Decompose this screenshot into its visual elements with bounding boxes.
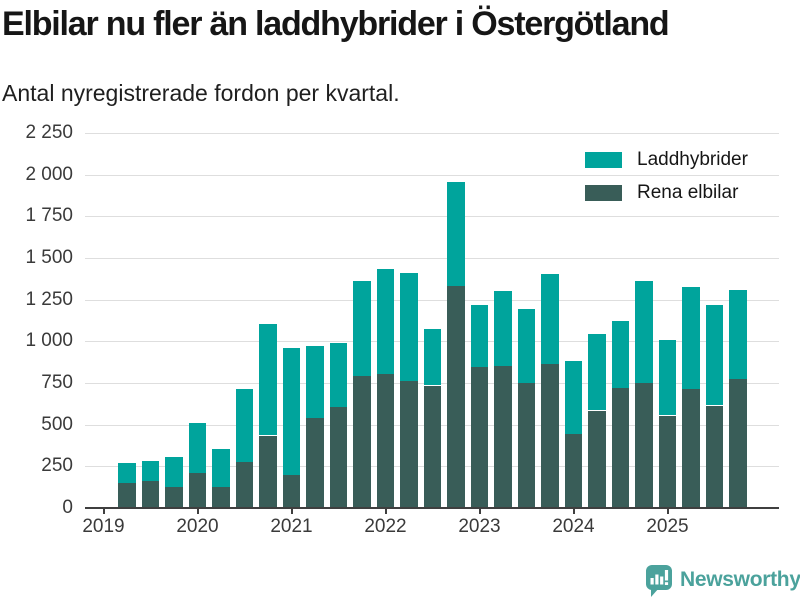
- bar-segment-rena-elbilar: [635, 383, 653, 508]
- gridline: [85, 299, 779, 301]
- y-axis-tick-label: 250: [41, 455, 73, 477]
- x-axis-tick: [666, 509, 669, 514]
- bar-segment-rena-elbilar: [400, 381, 418, 508]
- x-axis-year-label: 2020: [176, 516, 219, 537]
- bar-segment-laddhybrider: [517, 308, 536, 383]
- x-axis-tick: [196, 509, 199, 514]
- gridline: [85, 216, 779, 218]
- bar-segment-laddhybrider: [564, 361, 583, 434]
- x-axis-tick: [572, 509, 575, 514]
- bar-segment-laddhybrider: [447, 182, 465, 287]
- bar-segment-laddhybrider: [329, 343, 348, 408]
- newsworthy-logo-icon: [646, 565, 672, 597]
- y-axis-tick-label: 1 000: [25, 330, 73, 352]
- x-axis-year-label: 2022: [364, 516, 407, 537]
- bar-segment-laddhybrider: [611, 321, 630, 388]
- y-axis-tick-label: 750: [41, 372, 73, 393]
- x-axis-tick: [290, 509, 293, 514]
- legend-label-laddhybrider: Laddhybrider: [637, 149, 748, 170]
- bar-segment-rena-elbilar: [212, 487, 230, 508]
- y-axis-tick-label: 2 000: [25, 163, 73, 185]
- bar-segment-laddhybrider: [658, 339, 677, 416]
- chart-title: Elbilar nu fler än laddhybrider i Österg…: [2, 5, 670, 43]
- bar-segment-rena-elbilar: [329, 407, 348, 508]
- bar-segment-rena-elbilar: [729, 378, 747, 508]
- bar-segment-rena-elbilar: [306, 418, 324, 508]
- bar-segment-rena-elbilar: [564, 433, 583, 508]
- bar-segment-rena-elbilar: [188, 473, 207, 508]
- y-axis-tick-label: 500: [41, 413, 73, 435]
- bar-segment-laddhybrider: [705, 304, 724, 406]
- bar-segment-laddhybrider: [141, 460, 160, 482]
- brand-name: Newsworthy: [680, 568, 800, 591]
- bar-segment-rena-elbilar: [611, 388, 630, 508]
- bar-segment-rena-elbilar: [141, 481, 160, 508]
- legend-item-rena-elbilar: Rena elbilar: [585, 182, 748, 204]
- bar-segment-laddhybrider: [494, 291, 512, 367]
- bar-segment-laddhybrider: [635, 280, 653, 383]
- bar-segment-laddhybrider: [212, 448, 230, 488]
- bar-segment-laddhybrider: [541, 273, 559, 364]
- bar-segment-rena-elbilar: [118, 483, 136, 508]
- y-axis-tick-label: 1 750: [25, 205, 73, 227]
- x-axis-year-label: 2021: [270, 516, 313, 537]
- bar-segment-rena-elbilar: [588, 410, 606, 508]
- bar-segment-laddhybrider: [376, 268, 395, 374]
- y-axis-tick-label: 1 250: [25, 288, 73, 310]
- bar-segment-laddhybrider: [282, 348, 301, 475]
- x-axis-year-label: 2024: [552, 516, 595, 537]
- bar-segment-rena-elbilar: [658, 415, 677, 508]
- legend-swatch-laddhybrider: [585, 152, 622, 168]
- y-axis-tick-label: 0: [62, 497, 73, 518]
- bar-segment-laddhybrider: [353, 281, 371, 377]
- bar-segment-rena-elbilar: [165, 487, 183, 508]
- x-axis-tick: [384, 509, 387, 514]
- bar-segment-laddhybrider: [259, 323, 277, 436]
- x-axis-tick: [478, 509, 481, 514]
- bar-segment-rena-elbilar: [541, 363, 559, 508]
- bar-segment-laddhybrider: [306, 345, 324, 418]
- bar-segment-rena-elbilar: [494, 366, 512, 508]
- y-axis-tick-label: 2 250: [25, 122, 73, 143]
- y-axis-tick-label: 1 500: [25, 247, 73, 268]
- chart-subtitle: Antal nyregistrerade fordon per kvartal.: [2, 80, 400, 106]
- legend-swatch-rena-elbilar: [585, 185, 622, 201]
- bar-segment-laddhybrider: [470, 304, 489, 368]
- x-axis-year-label: 2023: [458, 516, 501, 537]
- gridline: [85, 133, 779, 134]
- x-axis-line: [85, 506, 779, 509]
- chart-legend: Laddhybrider Rena elbilar: [585, 149, 748, 215]
- bar-segment-rena-elbilar: [282, 474, 301, 508]
- bar-segment-rena-elbilar: [517, 383, 536, 508]
- bar-segment-laddhybrider: [423, 328, 442, 386]
- bar-segment-laddhybrider: [165, 457, 183, 488]
- bar-segment-rena-elbilar: [423, 385, 442, 508]
- gridline: [85, 258, 779, 259]
- bar-segment-laddhybrider: [729, 289, 747, 379]
- legend-item-laddhybrider: Laddhybrider: [585, 149, 748, 171]
- bar-segment-laddhybrider: [682, 287, 700, 389]
- bar-segment-rena-elbilar: [447, 286, 465, 508]
- bar-segment-laddhybrider: [400, 273, 418, 382]
- bar-segment-rena-elbilar: [376, 373, 395, 508]
- bar-segment-rena-elbilar: [353, 376, 371, 508]
- bar-segment-rena-elbilar: [259, 435, 277, 508]
- bar-segment-rena-elbilar: [705, 405, 724, 508]
- x-axis-year-label: 2019: [82, 516, 125, 537]
- bar-segment-rena-elbilar: [235, 462, 254, 508]
- bar-segment-rena-elbilar: [682, 388, 700, 508]
- bar-segment-laddhybrider: [188, 423, 207, 473]
- bar-segment-laddhybrider: [588, 333, 606, 411]
- gridline: [85, 174, 779, 176]
- bar-segment-laddhybrider: [118, 463, 136, 483]
- bar-segment-rena-elbilar: [470, 367, 489, 508]
- x-axis-year-label: 2025: [646, 516, 689, 537]
- newsworthy-branding: Newsworthy: [646, 565, 800, 598]
- x-axis-tick: [102, 509, 105, 514]
- legend-label-rena-elbilar: Rena elbilar: [637, 182, 739, 203]
- bar-segment-laddhybrider: [235, 388, 254, 463]
